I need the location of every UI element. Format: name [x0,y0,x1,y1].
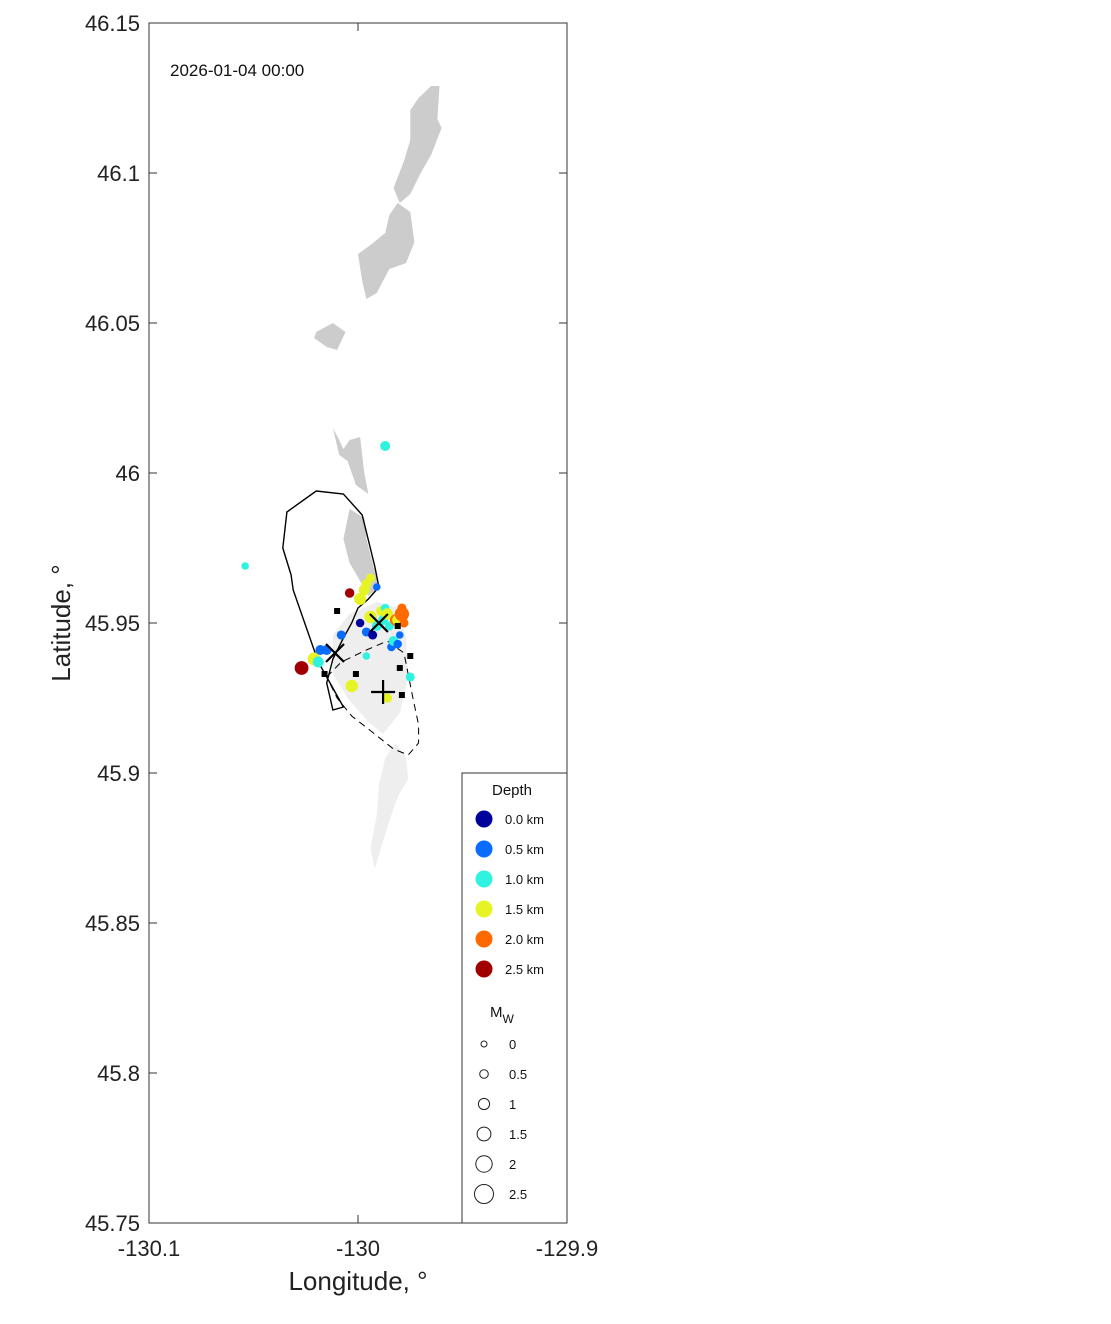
shaded-region [393,86,442,203]
legend-mw-label: 2 [509,1157,516,1172]
legend-depth-label: 2.0 km [505,932,544,947]
square-marker [352,671,359,677]
y-axis: 45.75 45.8 45.85 45.9 45.95 46 46.05 46.1 46.15 [85,11,567,1236]
legend-depth-label: 2.5 km [505,962,544,977]
shaded-regions [314,86,442,596]
earthquake-point [373,583,381,591]
legend-mw-label: 0.5 [509,1067,527,1082]
legend-depth-swatch [475,810,493,828]
earthquake-point [399,618,409,628]
legend-depth-label: 0.0 km [505,812,544,827]
square-marker [334,608,341,614]
legend-depth-title: Depth [492,782,532,799]
legend-mw-label: 2.5 [509,1187,527,1202]
earthquake-point [396,631,404,639]
legend-depth-label: 1.5 km [505,902,544,917]
y-tick-label: 45.8 [97,1061,140,1086]
earthquake-point [397,603,407,613]
square-marker [394,623,401,629]
earthquake-point [344,588,355,598]
legend-mw-entries: 0 0.5 1 1.5 2 2.5 [474,1037,527,1204]
y-tick-label: 45.75 [85,1211,140,1236]
earthquake-point [336,630,346,640]
legend-mw-label: 1 [509,1097,516,1112]
x-axis-title: Longitude, ° [288,1266,427,1296]
earthquake-point [354,593,367,605]
legend-mw-title-sub: W [503,1012,515,1026]
legend-mw-swatch [477,1097,491,1111]
x-tick-label: -130 [336,1236,380,1261]
legend-depth-entries: 0.0 km 0.5 km 1.0 km 1.5 km 2.0 km 2.5 km [475,810,544,978]
solid-outline [282,490,380,711]
earthquake-point [364,610,377,624]
y-tick-label: 46.15 [85,11,140,36]
legend-depth-swatch [475,960,493,978]
x-marker [369,613,389,633]
shaded-region [343,509,379,596]
legend-mw-title-main: M [490,1004,503,1021]
earthquake-point [366,573,376,583]
square-marker [321,671,328,677]
plus-marker [371,680,396,704]
legend-depth-swatch [475,930,493,948]
dashed-outline [326,640,420,756]
y-tick-label: 45.9 [97,761,140,786]
x-tick-label: -130.1 [118,1236,180,1261]
legend: Depth 0.0 km 0.5 km 1.0 km 1.5 km 2.0 km 2.5 … [461,772,568,1224]
x-axis: -130.1 -130 -129.9 [118,23,598,1261]
earthquake-point [355,618,365,628]
square-marker [398,692,405,698]
earthquake-point [405,672,415,682]
legend-mw-swatch [479,1069,489,1079]
earthquake-point [312,656,324,668]
y-tick-label: 45.95 [85,611,140,636]
shaded-region [358,203,415,299]
legend-depth-swatch [475,870,493,888]
earthquake-point [382,693,393,703]
y-tick-label: 46.1 [97,161,140,186]
earthquake-point [294,661,309,675]
legend-mw-label: 1.5 [509,1127,527,1142]
legend-mw-swatch [475,1155,493,1173]
legend-mw-swatch [476,1126,492,1142]
earthquake-point [345,679,358,693]
station-markers [321,608,414,704]
outline-layer [282,490,420,756]
y-tick-label: 46.05 [85,311,140,336]
y-tick-label: 45.85 [85,911,140,936]
x-marker [325,643,345,663]
earthquake-points [241,441,415,703]
timestamp-label: 2026-01-04 00:00 [170,61,304,80]
earthquake-point [380,441,391,451]
x-tick-label: -129.9 [536,1236,598,1261]
square-marker [407,653,414,659]
earthquake-point [393,639,402,649]
legend-box [461,772,568,1224]
light-region [370,743,409,869]
legend-depth-swatch [475,900,493,918]
y-axis-title: Latitude, ° [46,564,76,681]
y-tick-label: 46 [116,461,140,486]
shaded-region [314,323,346,350]
earthquake-point [368,630,378,640]
legend-mw-title: MW [490,1004,515,1026]
shaded-region [332,428,369,494]
earthquake-point [362,652,371,660]
earthquake-point [241,562,249,570]
legend-mw-swatch [480,1040,488,1048]
earthquake-point [321,645,332,655]
legend-depth-label: 0.5 km [505,842,544,857]
legend-depth-swatch [475,840,493,858]
legend-mw-swatch [474,1184,494,1204]
square-marker [396,665,403,671]
legend-mw-label: 0 [509,1037,516,1052]
legend-depth-label: 1.0 km [505,872,544,887]
